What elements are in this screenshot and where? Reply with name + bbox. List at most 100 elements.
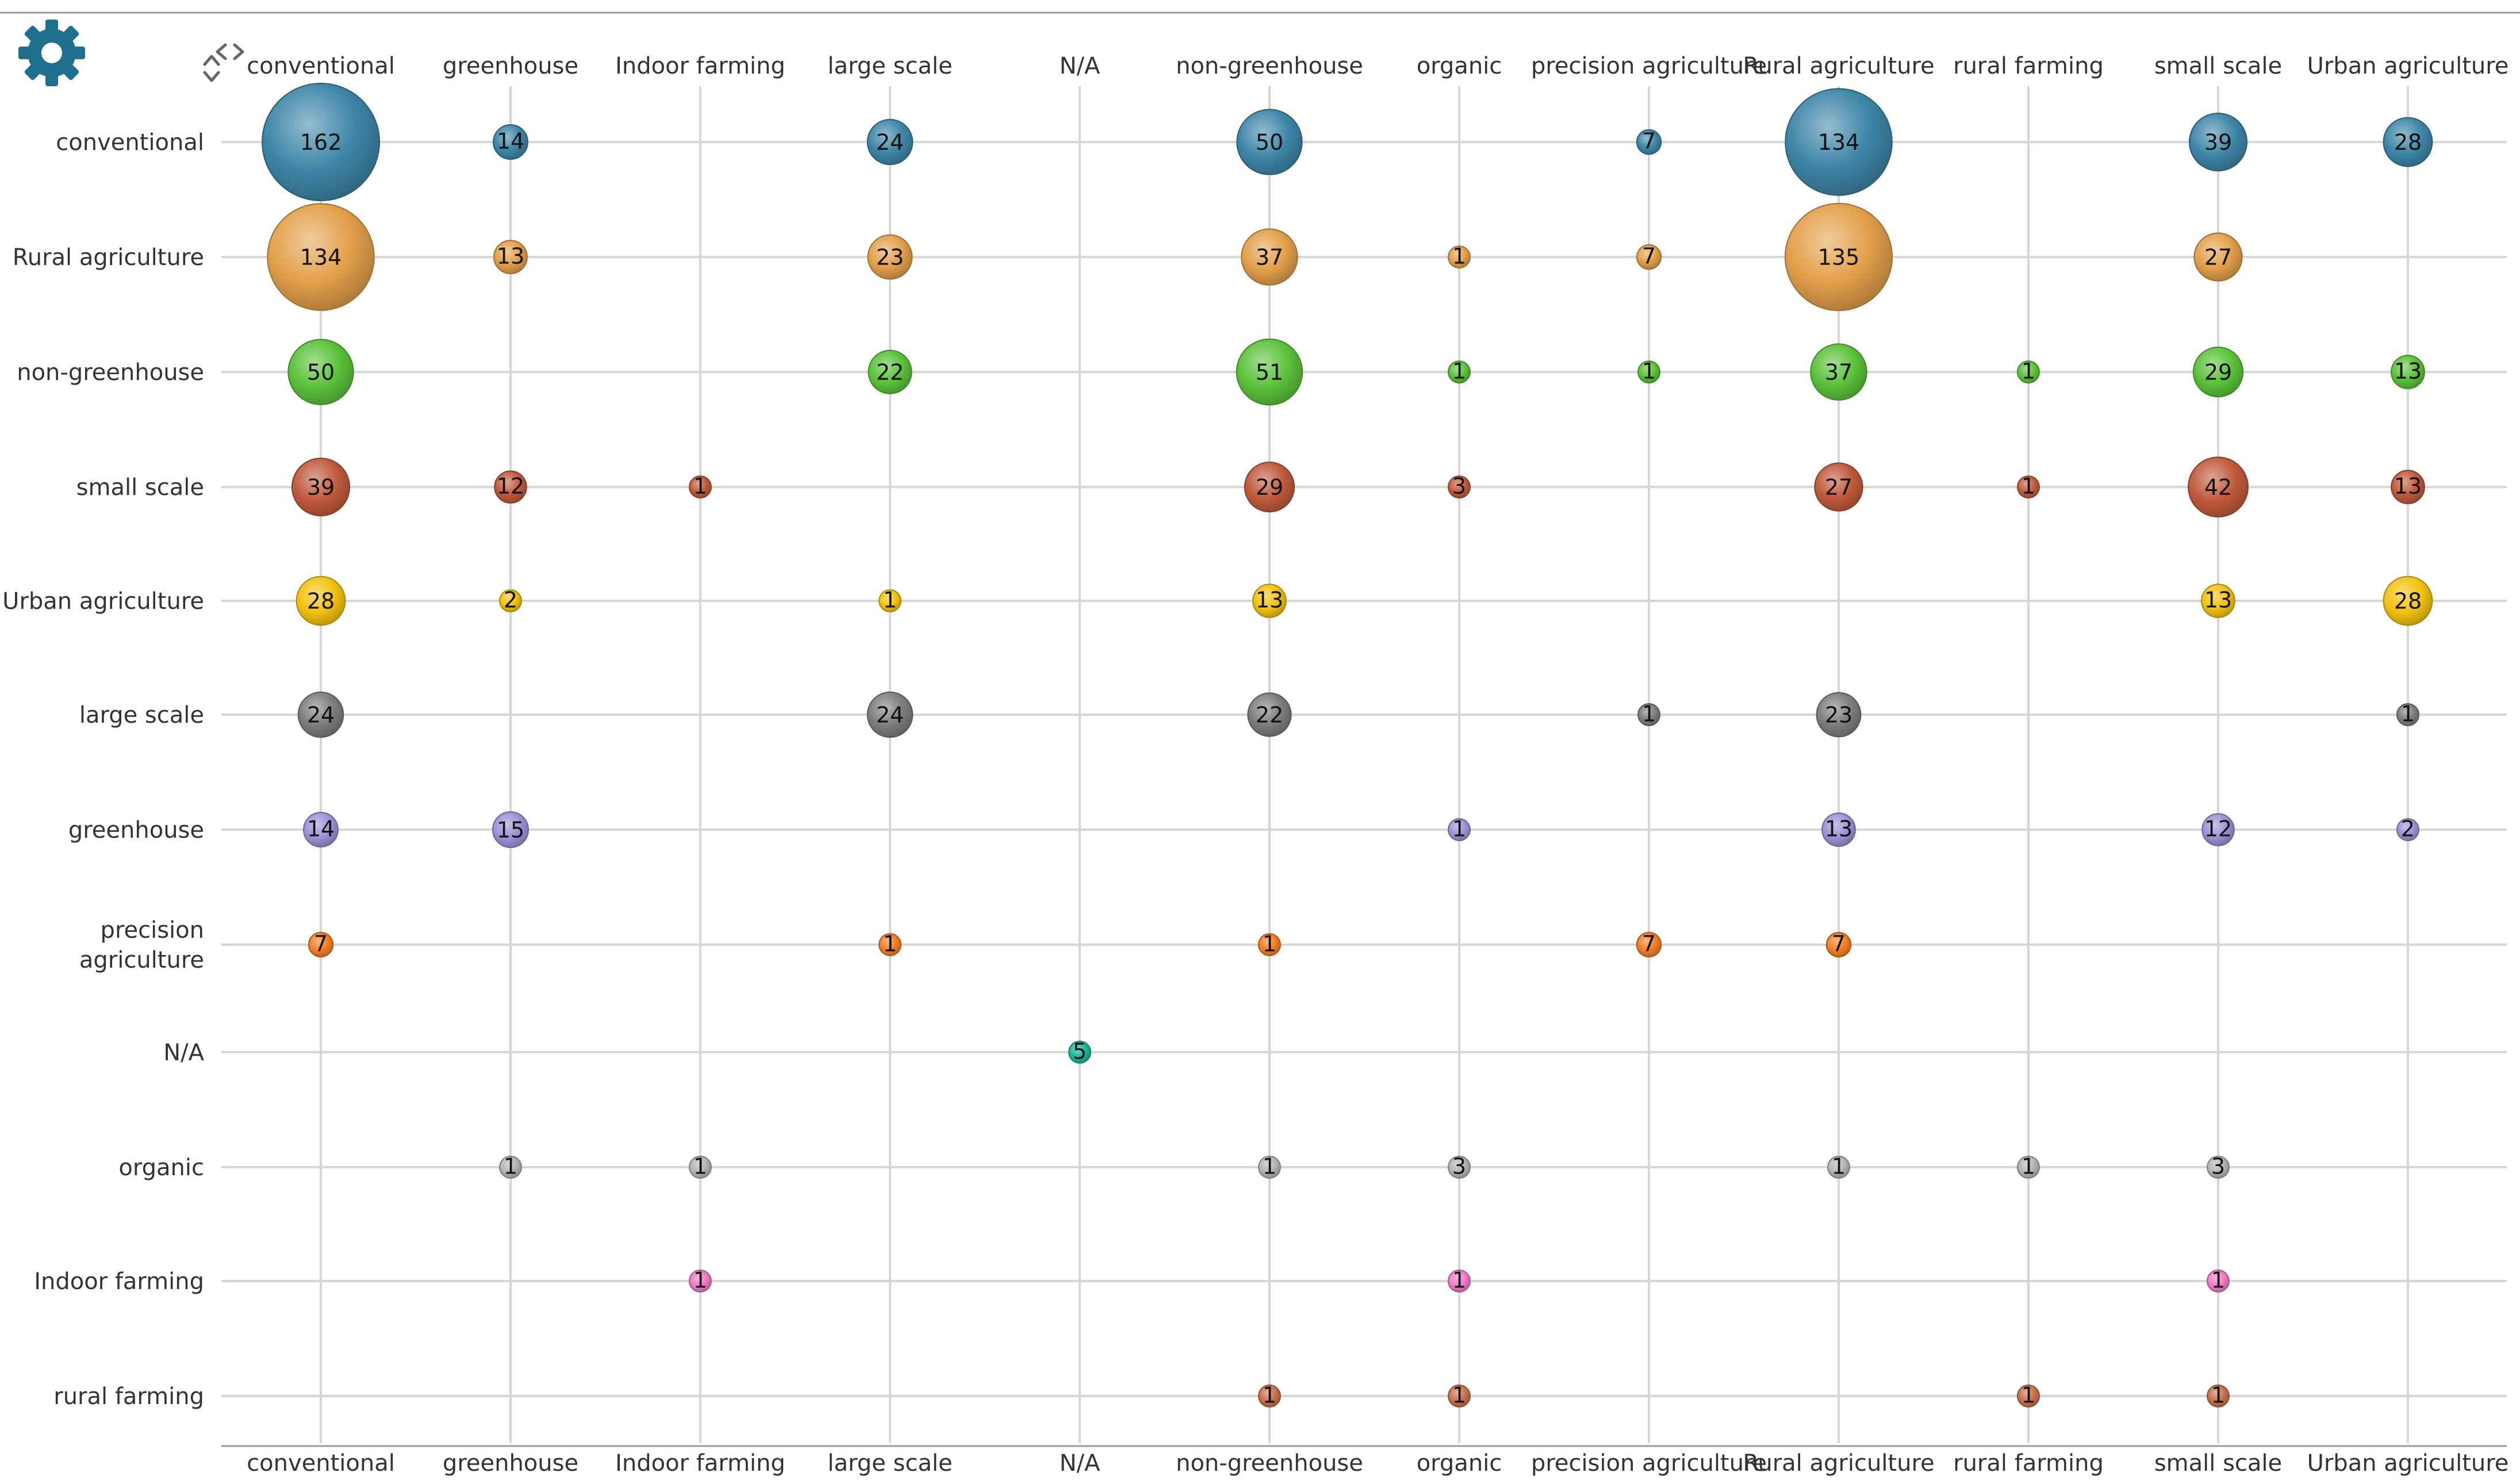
bubble-greenhouse-small-scale[interactable]: 12 (2201, 813, 2235, 846)
bubble-small-scale-non-greenhouse[interactable]: 29 (1244, 461, 1295, 513)
bubble-non-greenhouse-rural-agriculture[interactable]: 37 (1810, 343, 1867, 401)
bubble-conventional-greenhouse[interactable]: 14 (493, 124, 528, 160)
bubble-urban-agriculture-small-scale[interactable]: 13 (2201, 584, 2235, 618)
bubble-small-scale-conventional[interactable]: 39 (291, 457, 351, 517)
bubble-greenhouse-rural-agriculture[interactable]: 13 (1821, 812, 1856, 847)
bubble-conventional-conventional[interactable]: 162 (262, 83, 380, 201)
bubble-circle (1825, 931, 1852, 958)
bubble-circle (291, 457, 351, 517)
bubble-small-scale-indoor-farming[interactable]: 1 (689, 474, 712, 499)
bubble-value-label: 1 (693, 1154, 707, 1179)
bubble-precision-agriculture-large-scale[interactable]: 1 (879, 931, 902, 957)
bubble-value-label: 1 (1452, 244, 1466, 269)
bubble-small-scale-small-scale[interactable]: 42 (2188, 457, 2249, 517)
bubble-rural-agriculture-small-scale[interactable]: 27 (2193, 232, 2243, 282)
bubble-urban-agriculture-large-scale[interactable]: 1 (879, 588, 902, 613)
bubble-rural-farming-non-greenhouse[interactable]: 1 (1258, 1383, 1281, 1408)
bubble-rural-agriculture-rural-agriculture[interactable]: 135 (1784, 202, 1893, 312)
bubble-indoor-farming-organic[interactable]: 1 (1448, 1268, 1471, 1293)
bubble-greenhouse-organic[interactable]: 1 (1448, 816, 1471, 842)
bubble-organic-small-scale[interactable]: 3 (2207, 1154, 2230, 1179)
bubble-conventional-precision-agriculture[interactable]: 7 (1636, 129, 1662, 155)
bubble-non-greenhouse-small-scale[interactable]: 29 (2192, 346, 2244, 398)
bubble-value-label: 5 (1073, 1039, 1087, 1064)
bubble-circle (2017, 1385, 2040, 1408)
row-label-n-a: N/A (163, 1040, 204, 1066)
bubble-indoor-farming-small-scale[interactable]: 1 (2207, 1268, 2230, 1293)
bubble-organic-indoor-farming[interactable]: 1 (689, 1154, 712, 1179)
bubble-conventional-small-scale[interactable]: 39 (2188, 112, 2248, 172)
bubble-organic-non-greenhouse[interactable]: 1 (1258, 1154, 1281, 1179)
bubble-urban-agriculture-urban-agriculture[interactable]: 28 (2383, 576, 2433, 626)
bubble-rural-agriculture-non-greenhouse[interactable]: 37 (1241, 228, 1298, 286)
row-label-large-scale: large scale (79, 702, 204, 728)
bubble-precision-agriculture-precision-agriculture[interactable]: 7 (1636, 931, 1662, 958)
bubble-small-scale-organic[interactable]: 3 (1448, 474, 1471, 499)
bubble-small-scale-urban-agriculture[interactable]: 13 (2391, 470, 2425, 504)
top-col-label-rural-farming: rural farming (1953, 53, 2104, 79)
bubble-organic-rural-farming[interactable]: 1 (2017, 1154, 2040, 1179)
bubble-rural-agriculture-greenhouse[interactable]: 13 (493, 240, 528, 274)
bubble-non-greenhouse-non-greenhouse[interactable]: 51 (1236, 338, 1303, 406)
bubble-conventional-rural-agriculture[interactable]: 134 (1785, 88, 1893, 196)
bubble-greenhouse-conventional[interactable]: 14 (303, 812, 339, 848)
bubble-non-greenhouse-rural-farming[interactable]: 1 (2017, 359, 2040, 384)
bottom-col-label-small-scale: small scale (2154, 1450, 2282, 1477)
bubble-non-greenhouse-conventional[interactable]: 50 (287, 339, 354, 405)
bubble-organic-greenhouse[interactable]: 1 (499, 1154, 522, 1179)
bottom-col-label-organic: organic (1417, 1450, 1502, 1477)
bubble-value-label: 13 (2394, 474, 2422, 499)
top-col-label-small-scale: small scale (2154, 53, 2282, 79)
bubble-conventional-large-scale[interactable]: 24 (866, 118, 914, 166)
bubble-urban-agriculture-non-greenhouse[interactable]: 13 (1252, 584, 1287, 618)
bubble-rural-agriculture-conventional[interactable]: 134 (267, 203, 375, 311)
bubble-rural-farming-small-scale[interactable]: 1 (2207, 1383, 2230, 1408)
bottom-col-label-large-scale: large scale (827, 1450, 952, 1477)
bubble-circle (499, 589, 522, 612)
bubble-non-greenhouse-precision-agriculture[interactable]: 1 (1637, 359, 1660, 384)
bubble-small-scale-rural-agriculture[interactable]: 27 (1814, 462, 1863, 512)
bubble-large-scale-large-scale[interactable]: 24 (866, 691, 914, 738)
bubble-small-scale-rural-farming[interactable]: 1 (2017, 474, 2040, 499)
bubble-precision-agriculture-non-greenhouse[interactable]: 1 (1258, 931, 1281, 957)
bubble-urban-agriculture-greenhouse[interactable]: 2 (499, 588, 522, 613)
bubble-large-scale-rural-agriculture[interactable]: 23 (1816, 692, 1862, 738)
bubble-rural-agriculture-organic[interactable]: 1 (1448, 244, 1471, 269)
bubble-greenhouse-greenhouse[interactable]: 15 (492, 811, 530, 849)
bubble-conventional-urban-agriculture[interactable]: 28 (2383, 117, 2433, 167)
bubble-value-label: 1 (1452, 816, 1466, 842)
bubble-n-a-n-a[interactable]: 5 (1068, 1039, 1091, 1064)
bubble-organic-organic[interactable]: 3 (1448, 1154, 1471, 1179)
bubble-large-scale-conventional[interactable]: 24 (297, 691, 344, 738)
row-label-non-greenhouse: non-greenhouse (17, 359, 204, 386)
bubble-indoor-farming-indoor-farming[interactable]: 1 (689, 1268, 712, 1293)
gear-icon[interactable] (18, 20, 85, 86)
bubble-greenhouse-urban-agriculture[interactable]: 2 (2396, 816, 2419, 842)
bubble-small-scale-greenhouse[interactable]: 12 (494, 470, 527, 504)
bubble-non-greenhouse-large-scale[interactable]: 22 (868, 350, 912, 394)
bubble-rural-agriculture-large-scale[interactable]: 23 (867, 234, 913, 280)
bubble-large-scale-non-greenhouse[interactable]: 22 (1247, 692, 1292, 737)
bubble-organic-rural-agriculture[interactable]: 1 (1827, 1154, 1850, 1179)
bubble-urban-agriculture-conventional[interactable]: 28 (296, 576, 346, 626)
bubble-precision-agriculture-conventional[interactable]: 7 (308, 931, 334, 958)
bubble-circle (493, 240, 528, 274)
bubble-value-label: 22 (876, 360, 904, 385)
bubble-circle (1448, 1270, 1471, 1293)
bubble-circle (2391, 470, 2425, 504)
bottom-col-label-conventional: conventional (247, 1450, 395, 1477)
bubble-rural-agriculture-precision-agriculture[interactable]: 7 (1636, 244, 1662, 270)
bubble-conventional-non-greenhouse[interactable]: 50 (1236, 109, 1303, 175)
bubble-circle (1258, 1156, 1281, 1179)
bubble-non-greenhouse-organic[interactable]: 1 (1448, 359, 1471, 384)
bubble-large-scale-precision-agriculture[interactable]: 1 (1637, 701, 1660, 727)
bubble-precision-agriculture-rural-agriculture[interactable]: 7 (1825, 931, 1852, 958)
bubble-value-label: 13 (2394, 359, 2422, 384)
bubble-non-greenhouse-urban-agriculture[interactable]: 13 (2391, 355, 2425, 389)
bubble-value-label: 28 (2394, 130, 2422, 155)
bubble-large-scale-urban-agriculture[interactable]: 1 (2396, 701, 2419, 727)
swap-axes-icon[interactable] (203, 43, 244, 82)
bubble-value-label: 1 (2211, 1383, 2225, 1408)
bubble-rural-farming-rural-farming[interactable]: 1 (2017, 1383, 2040, 1408)
bubble-rural-farming-organic[interactable]: 1 (1448, 1383, 1471, 1408)
